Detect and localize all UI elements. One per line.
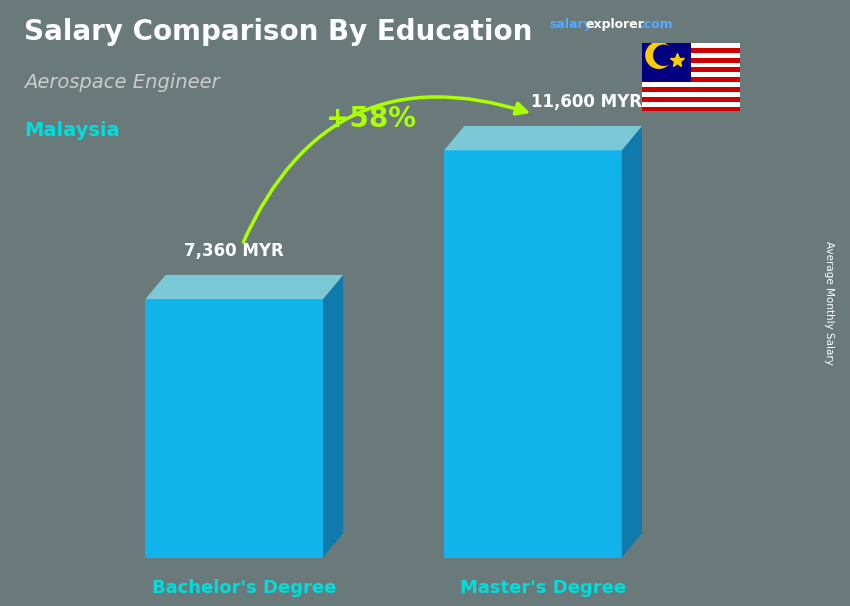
Text: salary: salary — [549, 18, 592, 31]
FancyBboxPatch shape — [0, 0, 808, 606]
Text: explorer: explorer — [586, 18, 644, 31]
Bar — [642, 72, 740, 77]
Bar — [642, 43, 740, 48]
Text: Aerospace Engineer: Aerospace Engineer — [24, 73, 220, 92]
Bar — [642, 107, 740, 112]
Text: +58%: +58% — [326, 105, 416, 133]
Text: 11,600 MYR: 11,600 MYR — [530, 93, 642, 111]
Text: .com: .com — [639, 18, 673, 31]
Text: 7,360 MYR: 7,360 MYR — [184, 242, 284, 260]
Bar — [642, 82, 740, 87]
Polygon shape — [621, 126, 642, 558]
Bar — [642, 48, 740, 53]
Bar — [642, 92, 740, 97]
Bar — [642, 58, 740, 62]
Wedge shape — [653, 44, 674, 66]
Bar — [642, 97, 740, 102]
Bar — [642, 53, 740, 58]
Bar — [642, 43, 690, 82]
Bar — [642, 77, 740, 82]
Text: Malaysia: Malaysia — [24, 121, 120, 140]
Polygon shape — [445, 150, 621, 558]
Text: Bachelor's Degree: Bachelor's Degree — [152, 579, 337, 597]
Polygon shape — [145, 299, 323, 558]
Polygon shape — [145, 275, 343, 299]
Bar — [642, 62, 740, 67]
Bar — [642, 67, 740, 72]
Bar — [642, 87, 740, 92]
Bar — [642, 102, 740, 107]
Text: Average Monthly Salary: Average Monthly Salary — [824, 241, 834, 365]
Text: Salary Comparison By Education: Salary Comparison By Education — [24, 18, 533, 46]
Polygon shape — [323, 275, 343, 558]
Wedge shape — [645, 42, 672, 69]
Text: Master's Degree: Master's Degree — [460, 579, 626, 597]
Polygon shape — [445, 126, 642, 150]
